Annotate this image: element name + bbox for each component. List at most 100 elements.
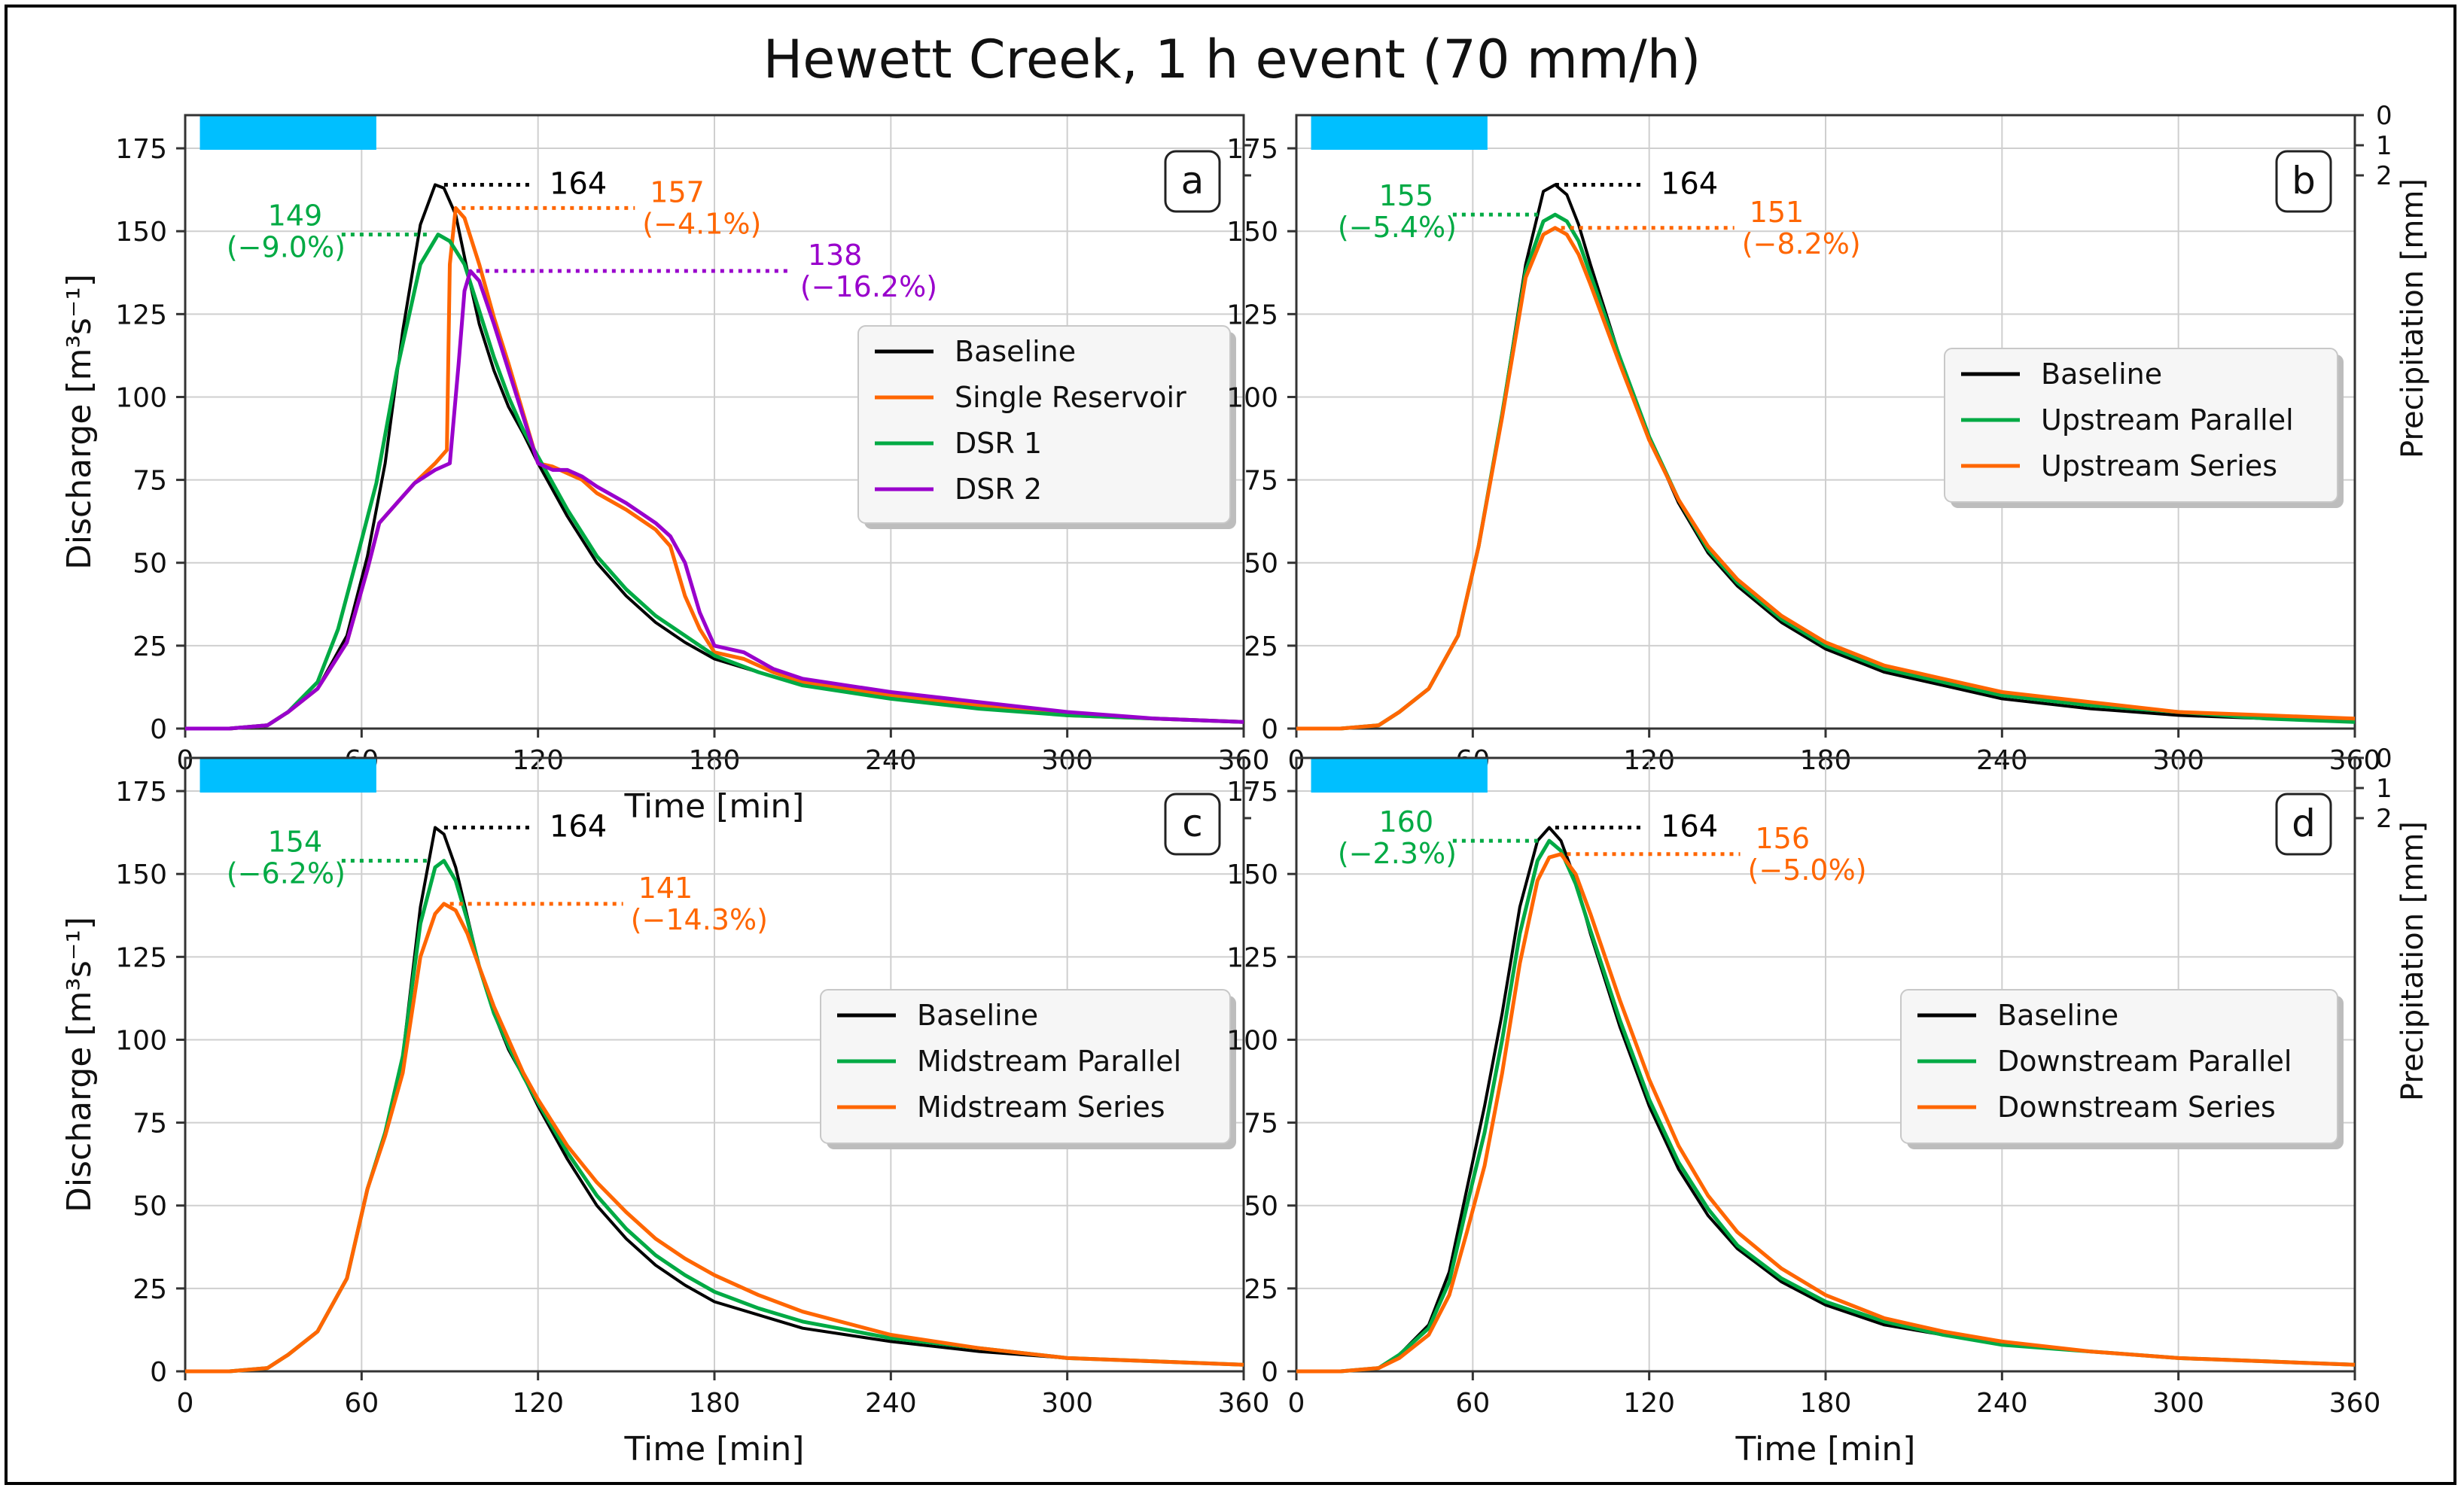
x-axis-label: Time [min]	[1735, 1430, 1916, 1468]
y-tick-label: 175	[1226, 134, 1278, 165]
legend-label: Upstream Series	[2041, 449, 2277, 482]
annotation-pct: (−5.0%)	[1748, 854, 1867, 887]
y-tick-label: 25	[132, 631, 167, 662]
annotation-pct: (−16.2%)	[800, 270, 937, 303]
y-tick-label: 150	[115, 217, 167, 248]
y-tick-label: 125	[115, 942, 167, 973]
series-line-downstream-series	[1296, 852, 2356, 1374]
panel-letter-box	[1164, 150, 1221, 213]
annotation-pct: (−4.1%)	[642, 207, 761, 240]
panel-letter-box	[2275, 150, 2332, 213]
legend-label: Upstream Parallel	[2041, 403, 2294, 437]
annotation-pct: (−5.4%)	[1338, 211, 1457, 244]
panel-d: 0 60 120 180 240 300 3600255075100125150175Tim…	[1226, 744, 2430, 1468]
y-tick-label: 50	[1244, 549, 1278, 580]
x-tick-label: 300	[2152, 1388, 2204, 1419]
legend-label: Baseline	[917, 999, 1038, 1032]
annotation-pct: (−2.3%)	[1338, 837, 1457, 870]
y-tick-label: 0	[1261, 1357, 1278, 1388]
legend-label: Midstream Parallel	[917, 1045, 1181, 1078]
legend-label: Baseline	[1997, 999, 2118, 1032]
y-tick-label: 125	[1226, 942, 1278, 973]
precip-tick-label: 1	[2376, 774, 2392, 804]
y-tick-label: 0	[1261, 714, 1278, 745]
series-line-downstream-parallel	[1296, 838, 2356, 1374]
legend-label: Baseline	[2041, 358, 2162, 391]
y-tick-label: 175	[115, 777, 167, 808]
series-line-dsr-1	[185, 233, 1244, 731]
x-tick-label: 300	[1041, 1388, 1093, 1419]
x-tick-label: 240	[1976, 1388, 2028, 1419]
y-tick-label: 125	[1226, 300, 1278, 330]
panel-letter: d	[2292, 802, 2316, 845]
figure-frame	[5, 5, 2456, 1485]
precip-tick-label: 0	[2376, 101, 2392, 131]
x-tick-label: 360	[2329, 1388, 2381, 1419]
x-tick-label: 60	[1455, 1388, 1490, 1419]
rain-bar	[1311, 115, 1488, 150]
y-tick-label: 100	[1226, 382, 1278, 413]
panel-letter-box	[2275, 793, 2332, 856]
x-tick-label: 0	[177, 1388, 194, 1419]
y-tick-label: 25	[132, 1274, 167, 1305]
rain-bar	[1311, 758, 1488, 793]
legend-box	[1944, 348, 2338, 503]
annotation-value: 154	[268, 826, 323, 859]
y-tick-label: 100	[115, 1025, 167, 1056]
legend-label: Midstream Series	[917, 1091, 1165, 1124]
precip-tick-label: 2	[2376, 804, 2392, 834]
x-tick-label: 120	[512, 1388, 564, 1419]
rain-bar	[199, 115, 376, 150]
series-line-upstream-series	[1296, 226, 2356, 731]
legend-label: Single Reservoir	[955, 381, 1186, 414]
panel-c: 0 60 120 180 240 300 360 0 25 50 75 100 125 150 175 Tim…	[60, 756, 1270, 1468]
annotation-value: 141	[638, 872, 693, 905]
annotation-value: 138	[808, 239, 863, 272]
y-tick-label: 50	[132, 549, 167, 580]
legend-box	[1900, 989, 2338, 1144]
annotation-value: 164	[550, 810, 607, 844]
y-tick-label: 150	[115, 860, 167, 890]
annotation-value: 157	[650, 175, 705, 208]
y-tick-label: 100	[115, 382, 167, 413]
panel-letter: c	[1182, 802, 1203, 845]
series-line-dsr-2	[185, 269, 1244, 731]
annotation-value: 164	[1661, 810, 1718, 844]
panel-letter: a	[1181, 159, 1205, 202]
legend-box	[820, 989, 1231, 1144]
annotation-value: 149	[268, 199, 323, 233]
figure-title: Hewett Creek, 1 h event (70 mm/h)	[763, 29, 1701, 90]
legend-label: DSR 1	[955, 427, 1042, 460]
y-tick-label: 0	[150, 714, 167, 745]
annotation-pct: (−9.0%)	[227, 231, 346, 264]
x-tick-label: 120	[1623, 1388, 1675, 1419]
precip-axis-label: Precipitation [mm]	[2395, 178, 2430, 458]
x-tick-label: 360	[1218, 1388, 1270, 1419]
annotation-value: 164	[550, 167, 607, 202]
annotation-value: 151	[1750, 196, 1805, 229]
precip-axis-label: Precipitation [mm]	[2395, 821, 2430, 1101]
x-tick-label: 60	[344, 1388, 379, 1419]
y-tick-label: 75	[132, 1109, 167, 1140]
y-tick-label: 175	[1226, 777, 1278, 808]
precip-tick-label: 2	[2376, 161, 2392, 191]
y-tick-label: 100	[1226, 1025, 1278, 1056]
panel-letter: b	[2292, 159, 2316, 202]
annotation-value: 160	[1379, 805, 1434, 838]
legend-label: DSR 2	[955, 473, 1042, 506]
x-tick-label: 180	[689, 1388, 741, 1419]
panel-b: 0601201802403003600255075100125150175012…	[1226, 101, 2430, 776]
annotation-value: 155	[1379, 179, 1434, 212]
y-tick-label: 25	[1244, 631, 1278, 662]
series-line-midstream-series	[185, 902, 1244, 1374]
annotation-pct: (−6.2%)	[227, 857, 346, 890]
y-tick-label: 150	[1226, 860, 1278, 890]
annotation-pct: (−14.3%)	[631, 903, 768, 936]
y-axis-label: Discharge [m³s⁻¹]	[60, 917, 99, 1213]
y-tick-label: 175	[115, 134, 167, 165]
y-tick-label: 25	[1244, 1274, 1278, 1305]
y-axis-label: Discharge [m³s⁻¹]	[60, 274, 99, 570]
annotation-pct: (−8.2%)	[1742, 227, 1861, 260]
x-tick-label: 240	[865, 1388, 917, 1419]
